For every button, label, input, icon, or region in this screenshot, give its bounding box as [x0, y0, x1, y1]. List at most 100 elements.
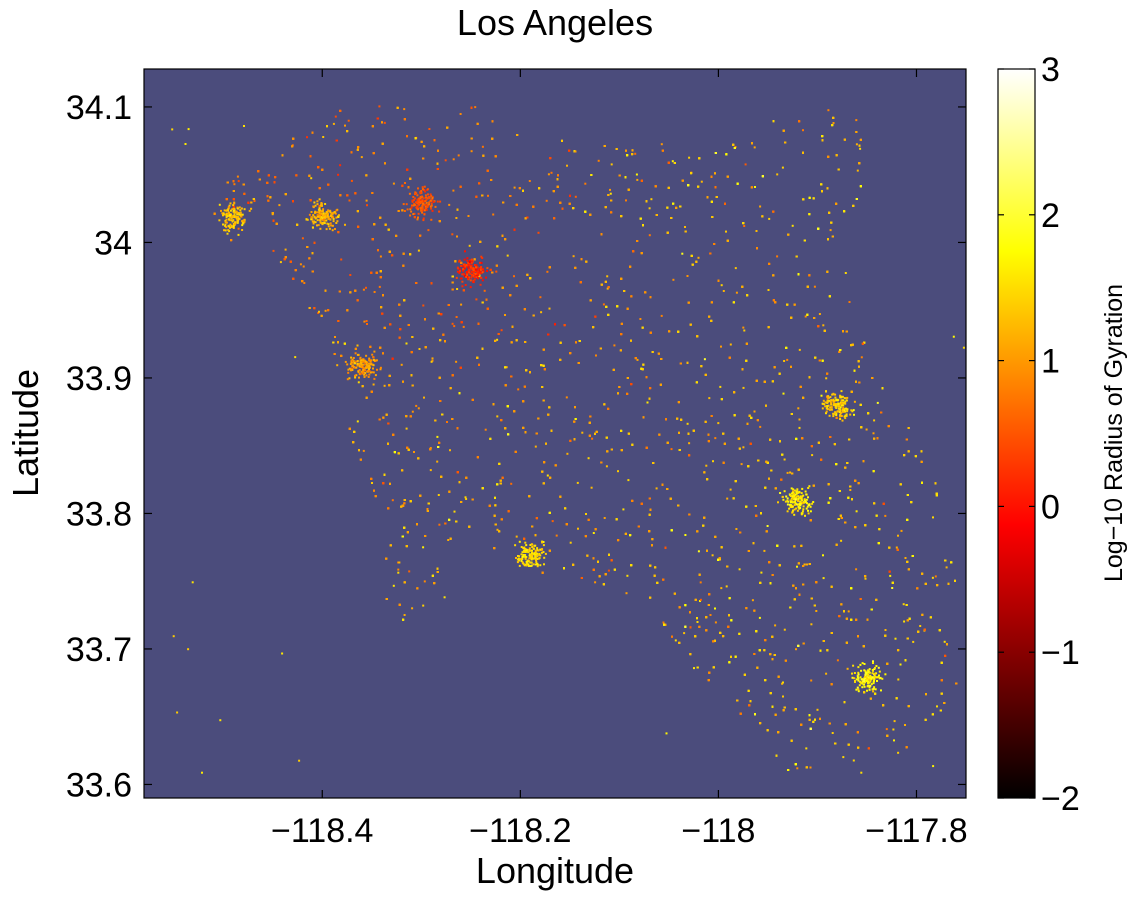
data-point [496, 528, 499, 531]
data-point [363, 320, 366, 323]
data-point [931, 576, 934, 579]
data-point [836, 659, 839, 662]
data-point [505, 366, 508, 369]
data-point [517, 388, 520, 391]
data-point [714, 621, 717, 624]
data-point [455, 360, 458, 363]
data-point [397, 571, 400, 574]
data-point [513, 186, 516, 189]
data-point [903, 620, 906, 623]
data-point [634, 152, 637, 155]
data-point [591, 437, 594, 440]
data-point [703, 358, 706, 361]
data-point [314, 210, 317, 213]
data-point [378, 105, 381, 108]
data-point [699, 600, 701, 602]
data-point [587, 457, 590, 460]
data-point [751, 599, 754, 602]
data-point [272, 249, 275, 252]
data-point [743, 225, 746, 227]
data-point [422, 604, 425, 607]
data-point [897, 534, 899, 537]
data-point [468, 244, 471, 247]
data-point [872, 432, 875, 435]
data-point [791, 224, 794, 227]
data-point [708, 397, 711, 400]
data-point [344, 124, 346, 127]
data-point [349, 274, 352, 276]
data-point [802, 129, 804, 132]
data-point [873, 419, 876, 422]
data-point [465, 498, 468, 500]
data-point [417, 249, 420, 252]
data-point [452, 189, 455, 192]
data-point [576, 481, 579, 484]
data-point [436, 435, 439, 438]
data-point [855, 119, 858, 122]
data-point [513, 275, 515, 278]
data-point [753, 410, 756, 413]
data-point [674, 639, 677, 642]
data-point [796, 565, 798, 568]
data-point [892, 728, 895, 731]
data-point [763, 549, 766, 552]
data-point [572, 255, 575, 258]
data-point [719, 385, 722, 388]
data-point [332, 122, 335, 125]
data-point [451, 233, 454, 236]
data-point [720, 587, 723, 590]
data-points-layer [171, 105, 965, 798]
data-point [855, 510, 858, 513]
data-point [566, 164, 568, 167]
data-point [617, 470, 619, 473]
data-point [577, 527, 579, 530]
data-point [889, 574, 892, 577]
data-point [636, 178, 639, 181]
data-point [822, 324, 825, 327]
data-point [470, 150, 473, 153]
data-point [855, 568, 858, 571]
data-point [742, 326, 745, 329]
data-point [431, 359, 434, 362]
data-point [743, 329, 746, 332]
data-point [740, 463, 743, 466]
data-point [774, 624, 777, 627]
data-point [807, 512, 810, 515]
data-point [847, 610, 850, 613]
data-point [852, 759, 855, 762]
data-point [825, 377, 828, 380]
data-point [860, 356, 863, 359]
data-point [373, 350, 376, 353]
data-point [279, 261, 282, 264]
data-point [451, 322, 454, 325]
data-point [776, 173, 779, 176]
data-point [781, 682, 784, 685]
data-point [487, 194, 489, 197]
data-point [872, 690, 875, 693]
data-point [893, 720, 896, 723]
data-point [842, 756, 845, 759]
data-point [456, 235, 458, 238]
data-point [383, 121, 386, 124]
data-point [672, 278, 675, 281]
data-point [464, 496, 467, 499]
data-point [455, 316, 458, 318]
data-point [729, 343, 732, 346]
data-point [344, 223, 346, 226]
data-point [365, 286, 367, 289]
data-point [810, 679, 813, 682]
data-point [397, 568, 400, 571]
data-point [422, 304, 425, 307]
data-point [735, 291, 738, 294]
data-point [626, 574, 629, 577]
data-point [453, 510, 456, 513]
data-point [811, 454, 814, 457]
data-point [758, 616, 761, 619]
data-point [856, 169, 859, 172]
data-point [569, 541, 572, 544]
data-point [550, 171, 553, 174]
data-point [606, 287, 609, 290]
data-point [714, 437, 717, 440]
data-point [904, 557, 907, 559]
data-point [822, 554, 824, 557]
